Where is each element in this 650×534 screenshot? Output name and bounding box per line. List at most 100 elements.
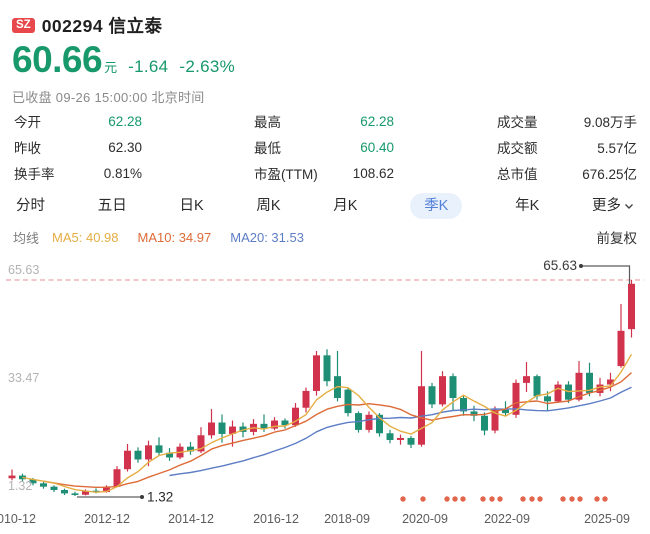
- candle: [302, 390, 310, 408]
- candles: [8, 280, 635, 496]
- candle: [71, 493, 79, 495]
- price-change: -1.64: [128, 57, 169, 76]
- candle: [628, 283, 635, 330]
- candle: [607, 379, 614, 385]
- stat-volume: 成交量 9.08万手: [497, 115, 637, 130]
- candle: [586, 372, 593, 393]
- candle: [260, 423, 268, 429]
- high-annotation-line: [583, 265, 631, 284]
- event-dot: [520, 496, 526, 502]
- tab-5day[interactable]: 五日: [97, 197, 127, 214]
- candle: [292, 407, 299, 426]
- candle: [218, 422, 226, 434]
- candle: [271, 420, 278, 429]
- candle: [50, 486, 58, 491]
- stat-high: 最高 62.28: [254, 113, 394, 131]
- candle: [313, 355, 320, 391]
- currency-unit: 元: [104, 60, 118, 75]
- candle: [533, 376, 541, 397]
- event-dot: [602, 496, 608, 502]
- candle: [155, 445, 163, 453]
- ma5-value: MA5: 40.98: [52, 229, 119, 245]
- chevron-down-icon: [625, 203, 633, 209]
- candle: [197, 435, 205, 452]
- candle: [407, 437, 415, 445]
- event-dot: [497, 496, 503, 502]
- candle: [229, 426, 236, 434]
- candle: [502, 409, 509, 414]
- event-dot: [537, 496, 543, 502]
- event-dot: [460, 496, 466, 502]
- event-dot: [529, 496, 535, 502]
- candle: [491, 409, 499, 431]
- candle: [376, 414, 383, 434]
- candle: [439, 376, 446, 405]
- candle: [596, 384, 604, 393]
- high-annotation-dot: [579, 264, 583, 268]
- high-annotation-label: 65.63: [543, 258, 577, 273]
- stat-pe-ttm: 市盈(TTM) 108.62: [254, 165, 394, 183]
- candle: [344, 389, 352, 414]
- candle: [512, 382, 520, 415]
- ma-legend-title: 均线: [13, 230, 40, 246]
- candle: [281, 420, 289, 426]
- x-axis-label: 2020-09: [402, 512, 448, 526]
- y-axis-label: 1.32: [8, 479, 32, 493]
- tab-minute[interactable]: 分时: [16, 197, 45, 214]
- stat-turnover-rate: 换手率 0.81%: [14, 165, 142, 183]
- candle: [481, 415, 488, 431]
- candle: [575, 372, 583, 400]
- tab-more[interactable]: 更多: [592, 193, 634, 220]
- ma20-line: [169, 386, 632, 477]
- event-dot: [594, 496, 600, 502]
- candle: [323, 355, 331, 382]
- quote-stats: 今开 62.28 最高 62.28 成交量 9.08万手 昨收 62.30 最低…: [0, 108, 650, 186]
- ma20-value: MA20: 31.53: [230, 229, 304, 245]
- tab-weekly-k[interactable]: 周K: [256, 197, 281, 214]
- candle: [544, 396, 551, 402]
- tab-daily-k[interactable]: 日K: [179, 197, 204, 214]
- candle: [365, 414, 373, 430]
- candle: [239, 426, 247, 432]
- event-dot: [489, 496, 495, 502]
- candle: [208, 422, 215, 436]
- price-change-percent: -2.63%: [179, 57, 236, 76]
- candle: [8, 475, 16, 479]
- candle: [134, 450, 142, 460]
- low-annotation-label: 1.32: [147, 490, 173, 505]
- price-block: 60.66 元 -1.64 -2.63%: [12, 39, 236, 81]
- candle: [103, 486, 110, 493]
- ma10-line: [43, 372, 632, 488]
- candle: [92, 490, 100, 493]
- tab-yearly-k[interactable]: 年K: [515, 197, 540, 214]
- candle: [428, 386, 436, 405]
- stat-turnover-amount: 成交额 5.57亿: [497, 141, 637, 156]
- tab-quarterly-k[interactable]: 季K: [410, 192, 463, 220]
- candle: [397, 437, 404, 440]
- event-dot: [569, 496, 575, 502]
- candle: [124, 450, 131, 470]
- x-axis-label: 2022-09: [484, 512, 530, 526]
- tab-monthly-k[interactable]: 月K: [333, 197, 358, 214]
- ma5-line: [22, 353, 633, 493]
- adjust-mode-label[interactable]: 前复权: [596, 231, 638, 246]
- candle: [554, 384, 562, 402]
- stat-low: 最低 60.40: [254, 139, 394, 157]
- candle: [166, 452, 173, 458]
- x-axis-label: 2016-12: [253, 512, 299, 526]
- candle: [40, 483, 47, 487]
- candle: [145, 445, 152, 460]
- period-tabs: 分时 五日 日K 周K 月K 季K 年K 更多: [0, 192, 650, 220]
- low-annotation-dot: [140, 495, 144, 499]
- stock-code-name: 002294 信立泰: [41, 16, 163, 36]
- event-dot: [400, 496, 406, 502]
- x-axis-label: 2014-12: [168, 512, 214, 526]
- candle: [386, 433, 394, 440]
- candle: [470, 411, 478, 416]
- x-axis-label: 2012-12: [84, 512, 130, 526]
- ma-legend-bar: 均线 MA5: 40.98 MA10: 34.97 MA20: 31.53 前复…: [0, 227, 650, 247]
- exchange-badge: SZ: [12, 17, 35, 34]
- x-axis-label: 2025-09: [584, 512, 630, 526]
